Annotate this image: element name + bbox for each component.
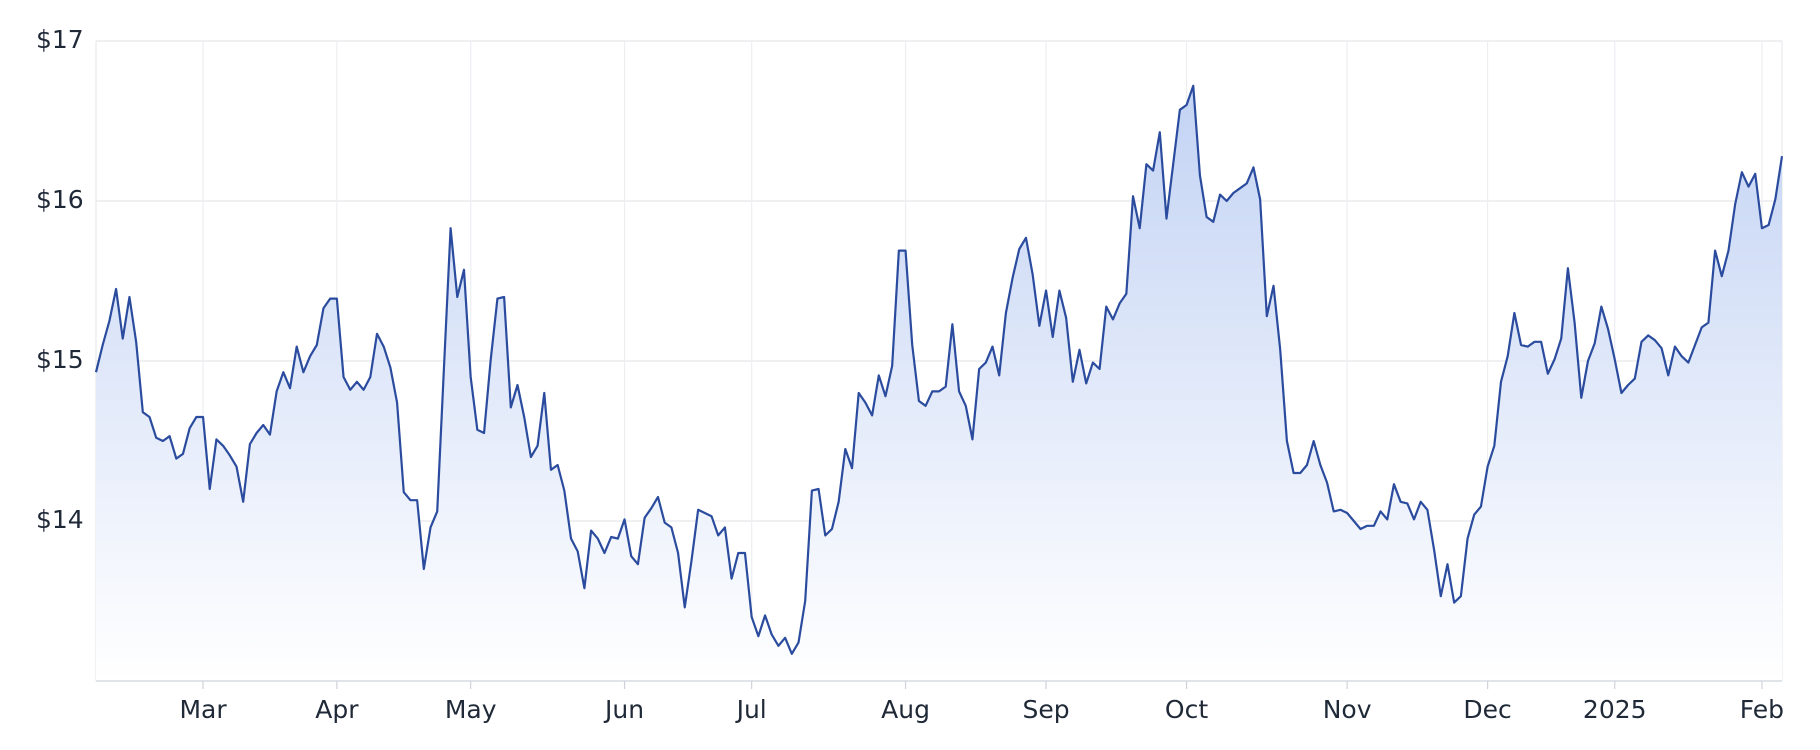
x-tick-label: Jul xyxy=(735,695,767,724)
x-tick-label: Aug xyxy=(881,695,930,724)
x-tick-label: Apr xyxy=(315,695,359,724)
y-tick-label: $14 xyxy=(36,505,84,534)
x-tick-label: 2025 xyxy=(1583,695,1647,724)
x-tick-label: Nov xyxy=(1323,695,1372,724)
area-fill xyxy=(96,85,1782,682)
x-tick-label: Jun xyxy=(603,695,644,724)
x-tick-label: May xyxy=(445,695,497,724)
x-tick-label: Feb xyxy=(1740,695,1784,724)
y-tick-label: $15 xyxy=(36,345,84,374)
y-tick-label: $16 xyxy=(36,185,84,214)
x-tick-label: Mar xyxy=(179,695,227,724)
y-tick-label: $17 xyxy=(36,25,84,54)
x-tick-label: Oct xyxy=(1165,695,1208,724)
price-line xyxy=(94,84,1784,655)
x-tick-label: Dec xyxy=(1463,695,1511,724)
x-tick-label: Sep xyxy=(1022,695,1069,724)
